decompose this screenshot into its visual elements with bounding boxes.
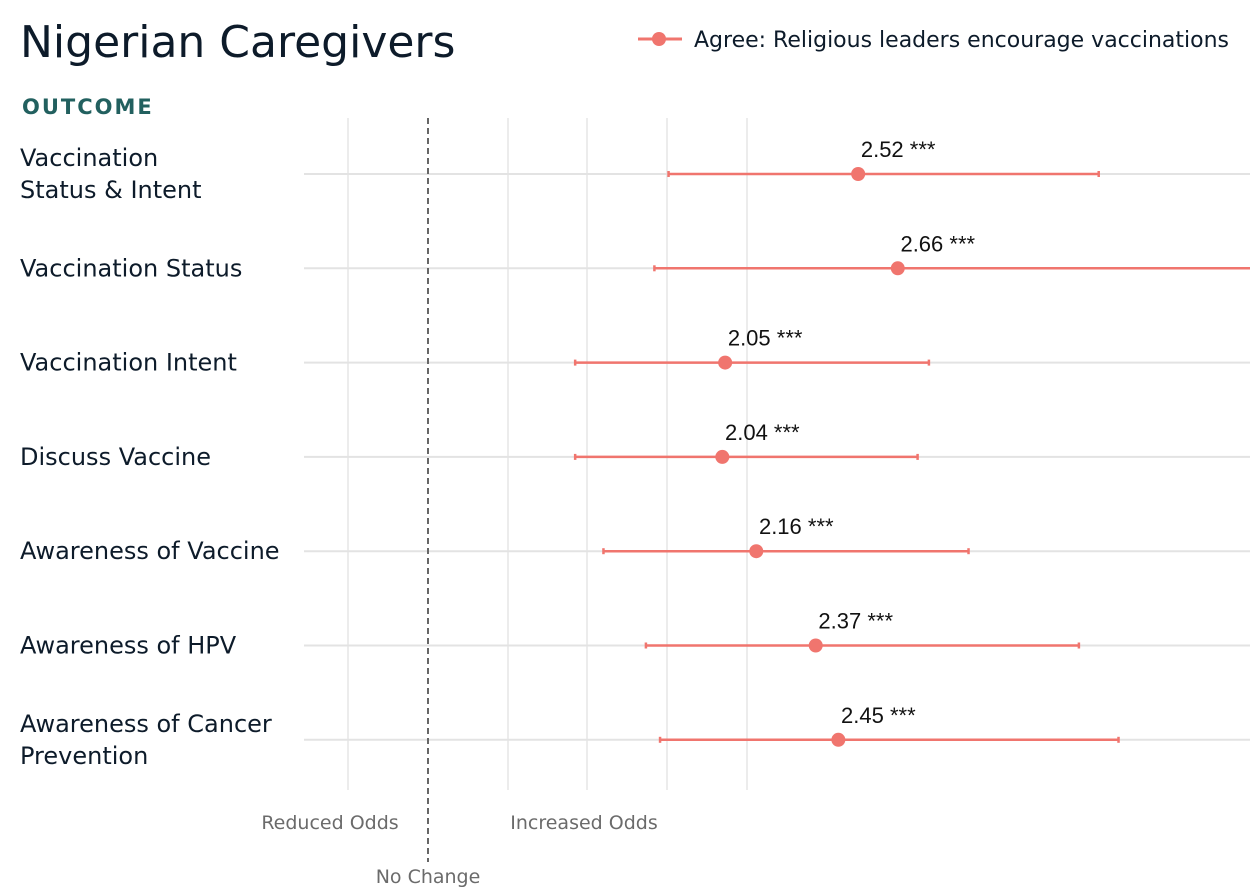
- estimate-point: [831, 732, 846, 747]
- category-label: Awareness of HPV: [20, 632, 237, 660]
- category-label: Awareness of Cancer Prevention: [20, 710, 272, 770]
- estimate-point: [808, 638, 823, 653]
- category-label: Vaccination Intent: [20, 349, 237, 377]
- legend: Agree: Religious leaders encourage vacci…: [638, 28, 1229, 53]
- category-label-line: Vaccination Intent: [20, 349, 237, 377]
- category-label-line: Status & Intent: [20, 176, 202, 204]
- category-label-line: Awareness of Cancer: [20, 710, 272, 738]
- category-label-line: Vaccination Status: [20, 254, 242, 282]
- value-label: 2.05 ***: [728, 326, 803, 351]
- estimate-point: [715, 449, 730, 464]
- value-label: 2.66 ***: [900, 231, 975, 256]
- value-label: 2.37 ***: [818, 609, 893, 634]
- category-label-line: Vaccination: [20, 144, 158, 172]
- category-label-line: Prevention: [20, 742, 148, 770]
- estimate-point: [749, 544, 764, 559]
- legend-label: Agree: Religious leaders encourage vacci…: [694, 28, 1229, 53]
- value-label: 2.04 ***: [725, 420, 800, 445]
- value-label: 2.16 ***: [759, 514, 834, 539]
- category-label-line: Awareness of HPV: [20, 632, 237, 660]
- category-label: Discuss Vaccine: [20, 443, 211, 471]
- axis-label-increased: Increased Odds: [510, 812, 657, 834]
- category-label-line: Discuss Vaccine: [20, 443, 211, 471]
- category-label: Vaccination Status & Intent: [20, 144, 202, 204]
- vertical-gridlines: [347, 118, 748, 790]
- chart-title: Nigerian Caregivers: [20, 17, 455, 68]
- category-label: Awareness of Vaccine: [20, 537, 280, 565]
- legend-dot: [652, 32, 666, 46]
- estimate-marks: 2.52 *** 2.66 *** 2.05 *** 2.04 *** 2.16 ***…: [573, 137, 1250, 747]
- estimate-point: [718, 355, 733, 370]
- axis-label-reduced: Reduced Odds: [261, 812, 398, 834]
- category-label-line: Awareness of Vaccine: [20, 537, 280, 565]
- category-label: Vaccination Status: [20, 254, 242, 282]
- estimate-point: [890, 261, 905, 276]
- value-label: 2.45 ***: [841, 703, 916, 728]
- estimate-point: [851, 167, 866, 181]
- axis-label-no-change: No Change: [376, 866, 481, 888]
- value-label: 2.52 ***: [861, 137, 936, 162]
- section-label: OUTCOME: [22, 95, 154, 119]
